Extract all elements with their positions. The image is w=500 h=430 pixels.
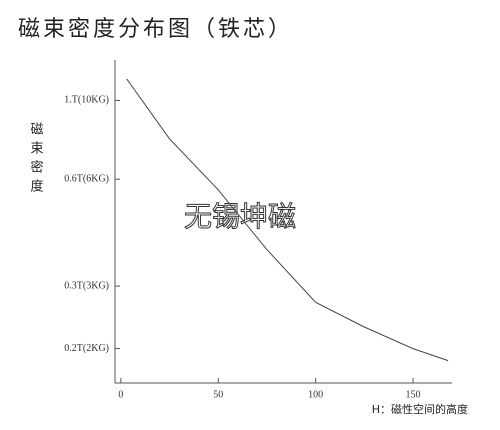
x-tick-label: 150 xyxy=(406,389,421,400)
x-tick-label: 100 xyxy=(308,389,323,400)
y-tick-label: 0.2T(2KG) xyxy=(64,343,109,354)
chart-title: 磁束密度分布图（铁芯） xyxy=(18,17,293,42)
y-axis-label: 磁束密度 xyxy=(28,122,44,198)
y-tick-label: 0.3T(3KG) xyxy=(64,280,109,291)
line-series xyxy=(126,78,449,362)
y-tick-label: 1.T(10KG) xyxy=(64,95,109,106)
x-tick-label: 0 xyxy=(118,389,123,400)
y-tick-label: 0.6T(6KG) xyxy=(64,174,109,185)
x-axis-label: H：磁性空间的高度 xyxy=(372,402,468,416)
x-tick-label: 50 xyxy=(213,389,223,400)
